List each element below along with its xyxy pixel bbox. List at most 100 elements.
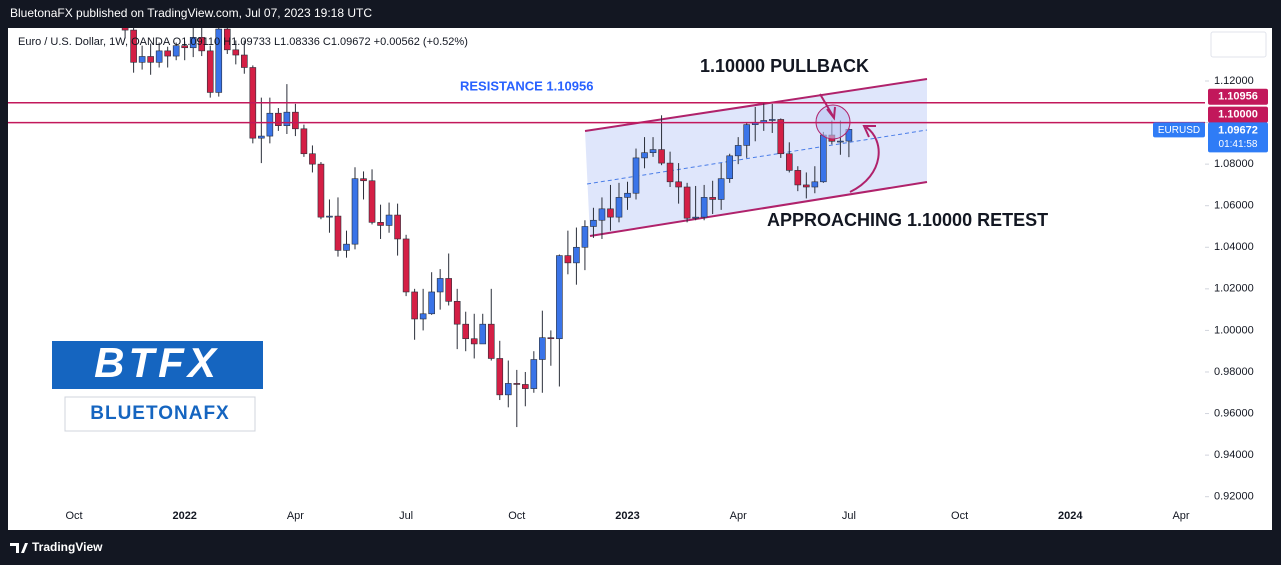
candle-body xyxy=(428,291,435,315)
candle-body xyxy=(419,313,427,320)
candle-body xyxy=(300,128,308,155)
candle-body xyxy=(147,56,154,63)
candle-body xyxy=(462,323,470,340)
candle-body xyxy=(360,178,367,182)
candle-body xyxy=(206,50,214,93)
y-tick-label: 1.08000 xyxy=(1214,158,1254,170)
annotation: 1.10000 PULLBACK xyxy=(700,56,869,76)
chart-panel xyxy=(8,28,1272,530)
pullback-arrowhead xyxy=(826,106,836,121)
candle-body xyxy=(411,291,418,320)
candle-body xyxy=(581,226,589,248)
x-tick-label: Oct xyxy=(951,510,968,522)
candle-body xyxy=(768,119,776,121)
brand-icon xyxy=(10,543,28,553)
level-badge xyxy=(1208,106,1268,123)
candle-body xyxy=(666,162,674,183)
candle-body xyxy=(487,323,495,359)
candle-body xyxy=(504,383,512,396)
candle-body xyxy=(624,192,631,198)
candle-body xyxy=(675,181,682,188)
candle-body xyxy=(726,155,733,179)
x-tick-label: 2022 xyxy=(172,510,196,522)
candle-body xyxy=(402,238,410,293)
candle-body xyxy=(777,119,785,155)
candle-body xyxy=(649,149,657,154)
candle-body xyxy=(820,134,827,183)
candle-body xyxy=(130,29,137,63)
candle-body xyxy=(164,50,171,57)
last-price-label: 1.09672 xyxy=(1218,124,1258,136)
logo-box xyxy=(52,341,263,389)
candle-body xyxy=(513,383,521,385)
candle-body xyxy=(385,214,393,226)
candle-body xyxy=(368,180,376,223)
candle-body xyxy=(709,197,716,200)
candle-body xyxy=(564,255,572,264)
candle-body xyxy=(266,112,274,137)
candle-body xyxy=(138,56,146,63)
y-tick-label: 1.04000 xyxy=(1214,241,1254,253)
candle-body xyxy=(445,278,452,302)
candle-body xyxy=(632,157,640,194)
candle-body xyxy=(121,28,129,31)
candle-body xyxy=(394,214,401,240)
candle-body xyxy=(241,54,248,68)
candle-body xyxy=(692,216,699,219)
candle-body xyxy=(683,186,691,219)
x-tick-label: 2024 xyxy=(1058,510,1083,522)
candle-body xyxy=(607,208,614,218)
candle-body xyxy=(700,197,708,218)
candle-body xyxy=(556,255,563,340)
x-tick-label: Jul xyxy=(842,510,856,522)
candle-body xyxy=(470,338,478,345)
candle-body xyxy=(658,149,665,164)
x-tick-label: Oct xyxy=(65,510,82,522)
level-badge-label: 1.10000 xyxy=(1218,108,1258,120)
channel-mid xyxy=(586,129,928,185)
candle-body xyxy=(189,37,197,49)
candle-body xyxy=(181,45,188,49)
retest-arrowhead xyxy=(862,125,876,138)
last-price-badge xyxy=(1208,122,1268,153)
candle-body xyxy=(326,215,333,218)
candle-body xyxy=(155,50,163,63)
toolbar-box xyxy=(1210,31,1267,58)
x-tick-label: Jul xyxy=(399,510,413,522)
level-badge xyxy=(1208,88,1268,105)
candle-body xyxy=(334,215,342,251)
symbol-label: EURUSD xyxy=(1158,125,1200,136)
level-badge-label: 1.10956 xyxy=(1218,91,1258,103)
y-tick-label: 1.12000 xyxy=(1214,75,1254,87)
candle-body xyxy=(453,301,461,325)
x-tick-label: 2023 xyxy=(615,510,639,522)
y-tick-label: 1.02000 xyxy=(1214,283,1254,295)
candle-body xyxy=(198,37,206,52)
candle-body xyxy=(811,181,819,188)
y-tick-label: 0.96000 xyxy=(1214,407,1254,419)
candle-body xyxy=(845,129,853,142)
candle-body xyxy=(573,246,580,264)
y-tick-label: 1.06000 xyxy=(1214,200,1254,212)
y-tick-label: 1.00000 xyxy=(1214,324,1254,336)
candle-body xyxy=(547,337,555,340)
chart-title: Euro / U.S. Dollar, 1W, OANDA O1.09110 H… xyxy=(18,36,468,48)
candle-body xyxy=(641,152,648,159)
candle-body xyxy=(803,184,810,188)
candle-body xyxy=(292,111,299,130)
candle-body xyxy=(590,219,597,227)
x-tick-label: Oct xyxy=(508,510,525,522)
logo-name-box xyxy=(64,396,256,432)
logo-mark: BTFX xyxy=(94,339,220,386)
candle-body xyxy=(351,178,359,245)
candle-body xyxy=(785,153,793,171)
candle-body xyxy=(837,140,844,143)
candle-body xyxy=(615,197,623,218)
logo-name: BLUETONAFX xyxy=(90,403,229,424)
symbol-badge xyxy=(1153,122,1205,138)
candle-body xyxy=(275,112,282,126)
countdown: 01:41:58 xyxy=(1219,139,1258,150)
candle-body xyxy=(436,278,444,293)
